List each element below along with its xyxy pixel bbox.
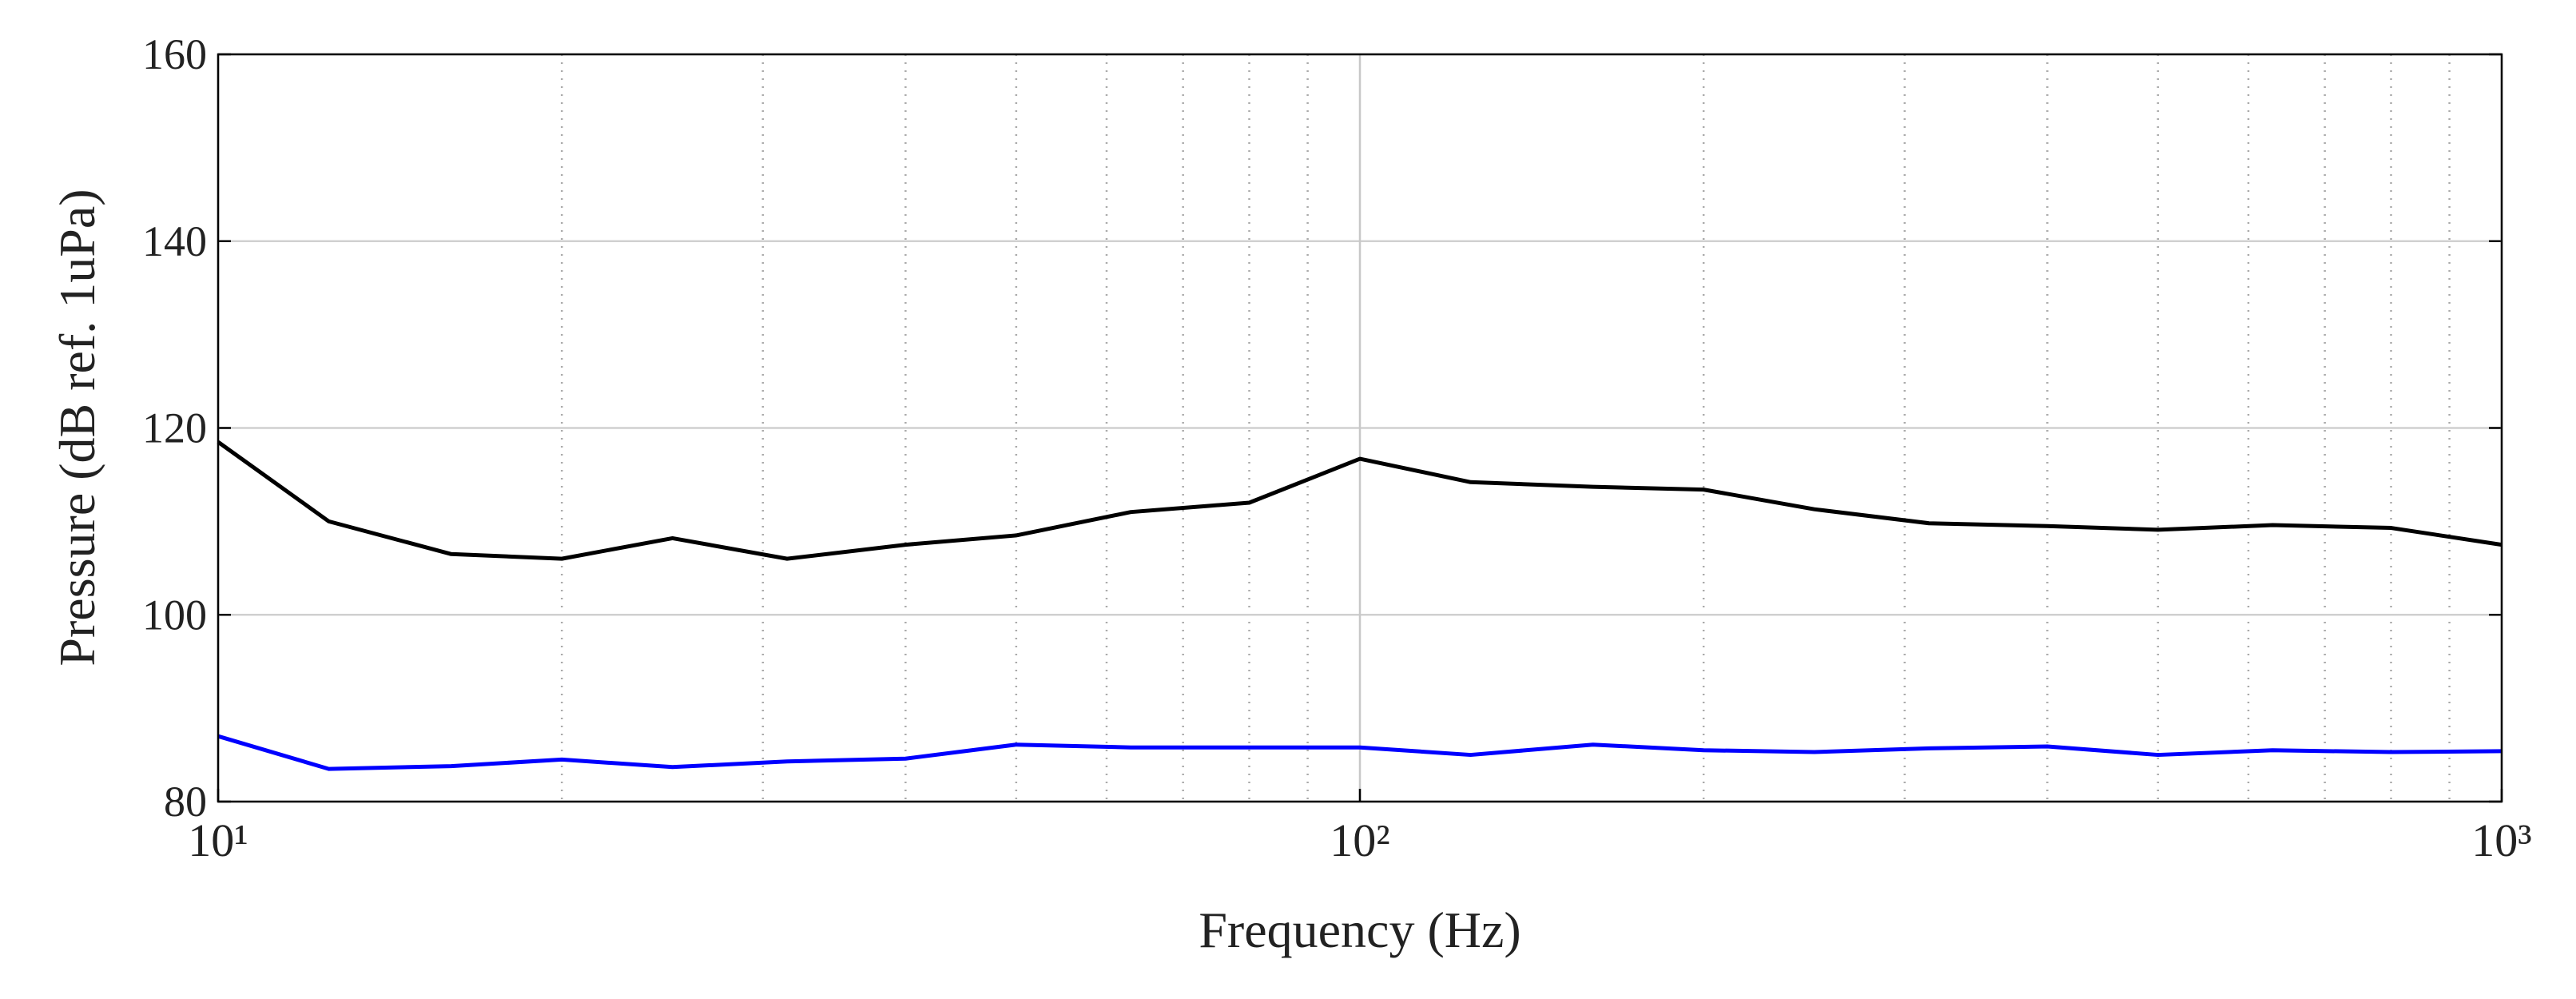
plot-frame bbox=[217, 53, 2503, 803]
x-tick-label: 10² bbox=[1330, 814, 1389, 866]
data-line bbox=[217, 734, 2502, 771]
x-tick-label: 10¹ bbox=[188, 814, 248, 866]
x-axis-label: Frequency (Hz) bbox=[1199, 901, 1521, 958]
y-axis-label: Pressure (dB ref. 1uPa) bbox=[49, 189, 105, 666]
y-tick-label: 100 bbox=[142, 591, 207, 639]
data-line bbox=[217, 440, 2502, 561]
y-tick-label: 80 bbox=[164, 778, 207, 826]
y-tick-label: 120 bbox=[142, 404, 207, 452]
x-tick-label: 10³ bbox=[2471, 814, 2531, 866]
y-tick-label: 140 bbox=[142, 217, 207, 265]
y-tick-label: 160 bbox=[142, 30, 207, 78]
